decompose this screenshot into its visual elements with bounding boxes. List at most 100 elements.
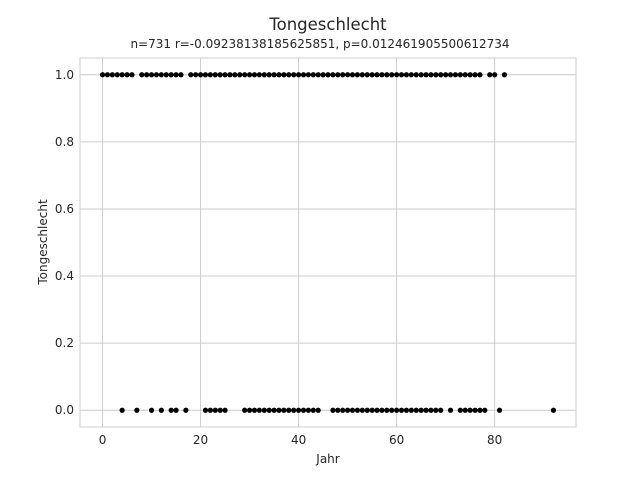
data-point xyxy=(389,72,395,78)
data-point xyxy=(501,72,508,78)
data-point xyxy=(129,72,135,78)
data-point xyxy=(379,72,385,78)
data-point xyxy=(217,407,223,413)
data-point xyxy=(364,72,370,78)
chart-title: Tongeschlecht xyxy=(268,15,387,34)
data-point xyxy=(423,72,429,78)
data-point xyxy=(281,407,287,413)
data-point xyxy=(183,407,189,413)
data-point xyxy=(374,407,380,413)
data-point xyxy=(413,407,419,413)
data-point xyxy=(369,72,375,78)
data-point xyxy=(251,407,258,413)
data-point xyxy=(197,72,204,78)
data-point xyxy=(212,407,218,413)
data-point xyxy=(408,407,414,413)
data-point xyxy=(384,72,390,78)
data-point xyxy=(364,407,370,413)
data-point xyxy=(261,72,267,78)
data-point xyxy=(335,407,341,413)
data-point xyxy=(242,407,248,413)
plot-area-frame xyxy=(79,57,577,428)
data-point xyxy=(496,407,503,413)
data-point xyxy=(330,407,336,413)
data-point xyxy=(467,407,473,413)
data-point xyxy=(452,72,459,78)
data-point xyxy=(354,407,361,413)
data-point xyxy=(217,72,223,78)
data-point xyxy=(266,407,272,413)
data-point xyxy=(447,407,454,413)
data-point xyxy=(423,407,429,413)
data-point xyxy=(335,72,341,78)
data-point xyxy=(222,407,228,413)
data-point xyxy=(261,407,267,413)
data-point xyxy=(271,407,277,413)
data-point xyxy=(340,72,346,78)
data-point xyxy=(109,72,115,78)
data-point xyxy=(330,72,336,78)
data-point xyxy=(300,407,307,413)
data-point xyxy=(207,72,213,78)
data-point xyxy=(212,72,218,78)
data-point xyxy=(158,407,164,413)
data-point xyxy=(447,72,454,78)
data-point xyxy=(173,407,179,413)
data-point xyxy=(389,407,395,413)
y-tick-label: 0.6 xyxy=(55,202,74,216)
data-point xyxy=(477,72,483,78)
data-point xyxy=(320,72,326,78)
data-point xyxy=(443,72,449,78)
x-tick-label: 60 xyxy=(389,433,404,447)
data-point xyxy=(310,72,316,78)
data-point xyxy=(104,72,111,78)
data-point xyxy=(295,72,302,78)
x-axis-label: Jahr xyxy=(315,452,339,466)
data-point xyxy=(408,72,414,78)
data-point xyxy=(398,72,405,78)
data-point xyxy=(413,72,419,78)
data-point xyxy=(99,72,106,78)
data-point xyxy=(472,72,478,78)
data-point xyxy=(246,407,253,413)
data-point xyxy=(403,72,410,78)
data-point xyxy=(232,72,238,78)
data-point xyxy=(305,407,311,413)
data-point xyxy=(168,407,174,413)
data-point xyxy=(384,407,390,413)
data-point xyxy=(276,407,282,413)
data-point xyxy=(256,407,262,413)
y-tick-label: 0.2 xyxy=(55,336,74,350)
y-tick-label: 0.8 xyxy=(55,135,74,149)
data-point xyxy=(178,72,184,78)
data-point xyxy=(379,407,385,413)
data-point xyxy=(286,407,292,413)
data-point xyxy=(354,72,361,78)
data-point xyxy=(359,72,365,78)
data-point xyxy=(457,407,463,413)
data-point xyxy=(139,72,145,78)
data-point xyxy=(193,72,199,78)
data-point xyxy=(433,72,439,78)
x-tick-label: 20 xyxy=(193,433,208,447)
data-point xyxy=(428,72,434,78)
data-point xyxy=(202,72,209,78)
data-point xyxy=(134,407,140,413)
data-point xyxy=(369,407,375,413)
data-point xyxy=(256,72,262,78)
data-point xyxy=(237,72,243,78)
data-point xyxy=(315,407,321,413)
data-point xyxy=(472,407,478,413)
data-point xyxy=(487,72,493,78)
data-point xyxy=(340,407,346,413)
data-point xyxy=(188,72,194,78)
data-point xyxy=(359,407,365,413)
data-point xyxy=(345,407,351,413)
data-point xyxy=(119,407,125,413)
data-point xyxy=(281,72,287,78)
data-point xyxy=(394,72,400,78)
data-point xyxy=(398,407,405,413)
data-point xyxy=(492,72,498,78)
data-point xyxy=(477,407,483,413)
